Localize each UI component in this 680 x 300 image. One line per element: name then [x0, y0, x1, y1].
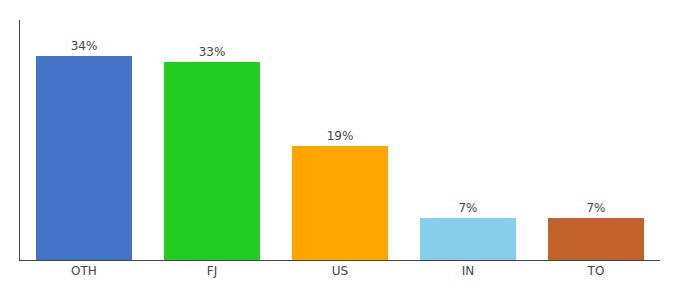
svg-text:34%: 34%	[71, 39, 98, 53]
svg-text:FJ: FJ	[207, 264, 217, 278]
svg-text:19%: 19%	[327, 129, 354, 143]
svg-text:7%: 7%	[458, 201, 477, 215]
svg-text:TO: TO	[587, 264, 605, 278]
svg-text:IN: IN	[462, 264, 475, 278]
svg-text:33%: 33%	[199, 45, 226, 59]
svg-text:OTH: OTH	[71, 264, 97, 278]
svg-text:7%: 7%	[586, 201, 605, 215]
svg-text:US: US	[332, 264, 348, 278]
